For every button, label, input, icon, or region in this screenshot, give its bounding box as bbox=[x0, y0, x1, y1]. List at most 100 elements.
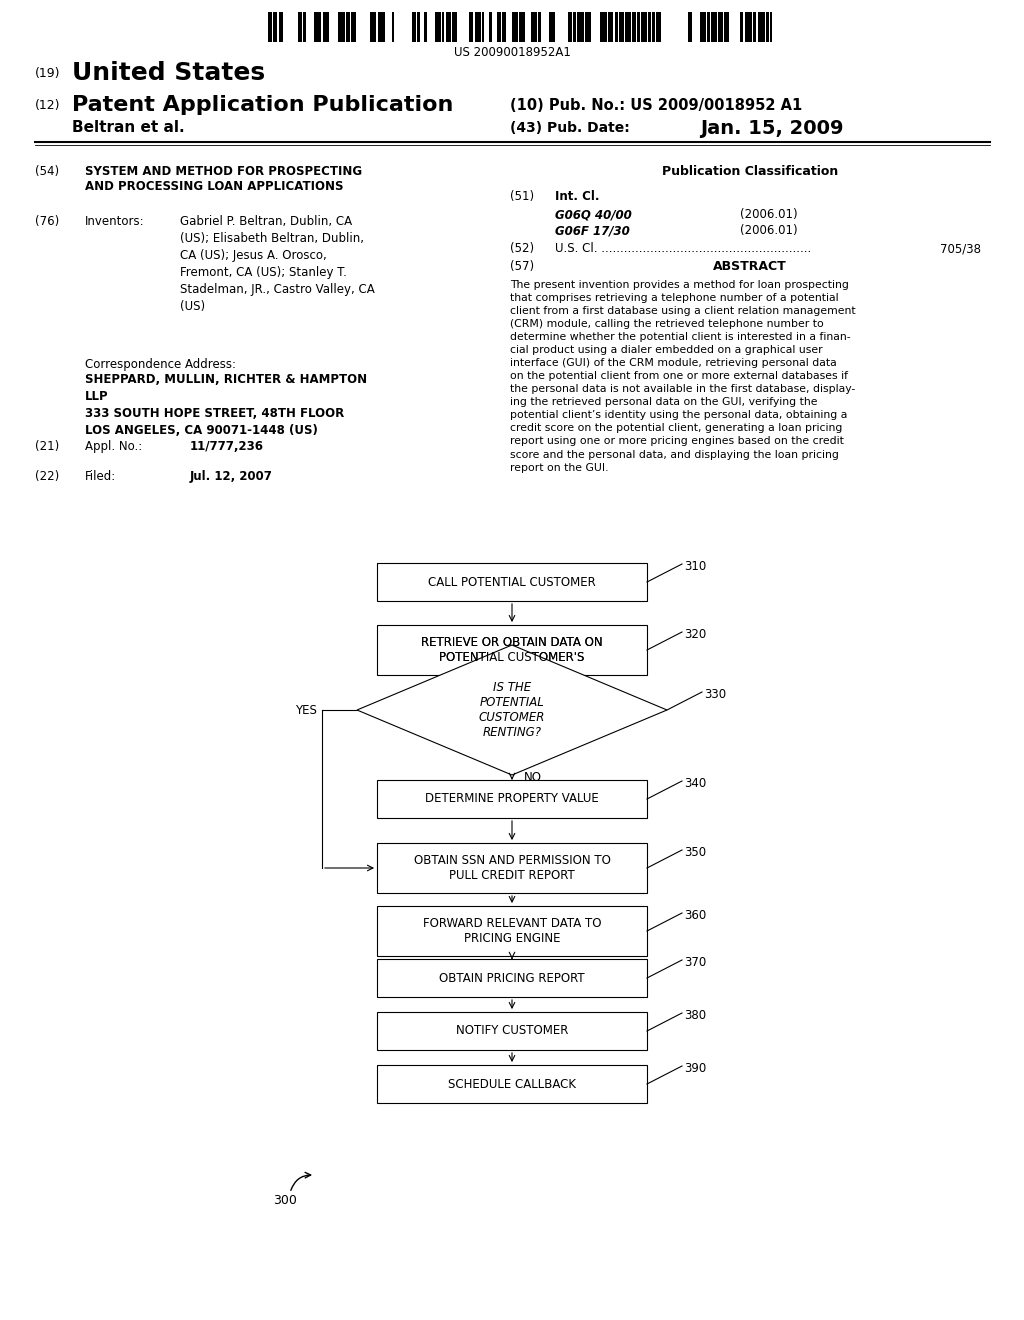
Bar bbox=[614, 12, 617, 42]
Text: U.S. Cl. ........................................................: U.S. Cl. ...............................… bbox=[555, 242, 811, 255]
Text: 705/38: 705/38 bbox=[940, 242, 981, 255]
Text: (51): (51) bbox=[510, 190, 535, 203]
Text: (2006.01): (2006.01) bbox=[740, 224, 798, 238]
Text: (19): (19) bbox=[35, 66, 60, 79]
Text: United States: United States bbox=[72, 61, 265, 84]
Bar bbox=[740, 12, 743, 42]
Text: OBTAIN SSN AND PERMISSION TO
PULL CREDIT REPORT: OBTAIN SSN AND PERMISSION TO PULL CREDIT… bbox=[414, 854, 610, 882]
Bar bbox=[641, 12, 647, 42]
Bar bbox=[323, 12, 329, 42]
Text: CALL POTENTIAL CUSTOMER: CALL POTENTIAL CUSTOMER bbox=[428, 576, 596, 589]
Bar bbox=[417, 12, 420, 42]
Text: 11/777,236: 11/777,236 bbox=[190, 440, 264, 453]
Bar bbox=[346, 12, 350, 42]
Text: Appl. No.:: Appl. No.: bbox=[85, 440, 142, 453]
Bar bbox=[475, 12, 480, 42]
Bar bbox=[586, 12, 591, 42]
FancyBboxPatch shape bbox=[377, 1012, 647, 1049]
Text: NOTIFY CUSTOMER: NOTIFY CUSTOMER bbox=[456, 1024, 568, 1038]
Bar bbox=[531, 12, 537, 42]
Text: (43) Pub. Date:: (43) Pub. Date: bbox=[510, 121, 630, 135]
Bar bbox=[766, 12, 769, 42]
Text: (10) Pub. No.: US 2009/0018952 A1: (10) Pub. No.: US 2009/0018952 A1 bbox=[510, 98, 802, 112]
Bar bbox=[573, 12, 577, 42]
Bar bbox=[688, 12, 691, 42]
Text: IS THE
POTENTIAL
CUSTOMER
RENTING?: IS THE POTENTIAL CUSTOMER RENTING? bbox=[479, 681, 545, 739]
Bar bbox=[626, 12, 631, 42]
Bar bbox=[538, 12, 542, 42]
Text: Patent Application Publication: Patent Application Publication bbox=[72, 95, 454, 115]
Bar bbox=[758, 12, 765, 42]
Bar bbox=[724, 12, 729, 42]
Text: 310: 310 bbox=[684, 560, 707, 573]
Bar bbox=[620, 12, 624, 42]
Bar bbox=[445, 12, 451, 42]
FancyBboxPatch shape bbox=[377, 1065, 647, 1104]
Bar bbox=[512, 12, 518, 42]
Bar bbox=[489, 12, 493, 42]
Bar bbox=[272, 12, 278, 42]
Bar bbox=[608, 12, 613, 42]
Bar bbox=[497, 12, 501, 42]
Text: RETRIEVE OR OBTAIN DATA ON
POTENTIAL CUSTOMER'S: RETRIEVE OR OBTAIN DATA ON POTENTIAL CUS… bbox=[421, 636, 603, 664]
Bar bbox=[652, 12, 654, 42]
Text: 370: 370 bbox=[684, 956, 707, 969]
Bar bbox=[424, 12, 427, 42]
Text: (22): (22) bbox=[35, 470, 59, 483]
Bar bbox=[578, 12, 584, 42]
FancyBboxPatch shape bbox=[377, 624, 647, 675]
Text: US 20090018952A1: US 20090018952A1 bbox=[454, 45, 570, 58]
Bar bbox=[279, 12, 283, 42]
Bar bbox=[378, 12, 385, 42]
Bar bbox=[770, 12, 772, 42]
Text: 330: 330 bbox=[705, 688, 726, 701]
Text: (76): (76) bbox=[35, 215, 59, 228]
Bar bbox=[648, 12, 651, 42]
Bar bbox=[502, 12, 506, 42]
FancyBboxPatch shape bbox=[377, 843, 647, 894]
Text: (57): (57) bbox=[510, 260, 535, 273]
Text: (2006.01): (2006.01) bbox=[740, 209, 798, 220]
Text: (12): (12) bbox=[35, 99, 60, 111]
Text: SCHEDULE CALLBACK: SCHEDULE CALLBACK bbox=[449, 1077, 575, 1090]
Text: DETERMINE PROPERTY VALUE: DETERMINE PROPERTY VALUE bbox=[425, 792, 599, 805]
Text: Filed:: Filed: bbox=[85, 470, 117, 483]
Text: 340: 340 bbox=[684, 777, 707, 789]
Text: Int. Cl.: Int. Cl. bbox=[555, 190, 599, 203]
Text: (21): (21) bbox=[35, 440, 59, 453]
Bar bbox=[632, 12, 636, 42]
Polygon shape bbox=[357, 645, 667, 775]
Text: Publication Classification: Publication Classification bbox=[662, 165, 838, 178]
Text: FORWARD RELEVANT DATA TO
PRICING ENGINE: FORWARD RELEVANT DATA TO PRICING ENGINE bbox=[423, 917, 601, 945]
Text: Inventors:: Inventors: bbox=[85, 215, 144, 228]
Bar bbox=[568, 12, 572, 42]
Bar bbox=[637, 12, 640, 42]
Bar bbox=[442, 12, 444, 42]
Bar bbox=[314, 12, 322, 42]
Text: G06Q 40/00: G06Q 40/00 bbox=[555, 209, 632, 220]
Bar bbox=[519, 12, 525, 42]
Text: 360: 360 bbox=[684, 909, 707, 921]
Text: 350: 350 bbox=[684, 846, 707, 859]
Bar bbox=[718, 12, 723, 42]
Text: 300: 300 bbox=[273, 1193, 297, 1206]
Text: RETRIEVE OR OBTAIN DATA ON
POTENTIAL CUSTOMER'S: RETRIEVE OR OBTAIN DATA ON POTENTIAL CUS… bbox=[421, 636, 603, 664]
Text: YES: YES bbox=[295, 704, 317, 717]
Bar bbox=[351, 12, 356, 42]
Bar bbox=[600, 12, 607, 42]
Text: G06F 17/30: G06F 17/30 bbox=[555, 224, 630, 238]
Text: Jan. 15, 2009: Jan. 15, 2009 bbox=[700, 119, 844, 137]
Text: 390: 390 bbox=[684, 1063, 707, 1074]
Text: ABSTRACT: ABSTRACT bbox=[713, 260, 786, 273]
Text: 380: 380 bbox=[684, 1008, 707, 1022]
Bar bbox=[338, 12, 345, 42]
Text: (54): (54) bbox=[35, 165, 59, 178]
Bar bbox=[303, 12, 306, 42]
Text: Correspondence Address:: Correspondence Address: bbox=[85, 358, 236, 371]
Bar bbox=[371, 12, 377, 42]
FancyBboxPatch shape bbox=[377, 906, 647, 956]
Bar bbox=[482, 12, 484, 42]
Bar bbox=[452, 12, 457, 42]
Bar bbox=[655, 12, 662, 42]
Text: SHEPPARD, MULLIN, RICHTER & HAMPTON
LLP
333 SOUTH HOPE STREET, 48TH FLOOR
LOS AN: SHEPPARD, MULLIN, RICHTER & HAMPTON LLP … bbox=[85, 374, 368, 437]
